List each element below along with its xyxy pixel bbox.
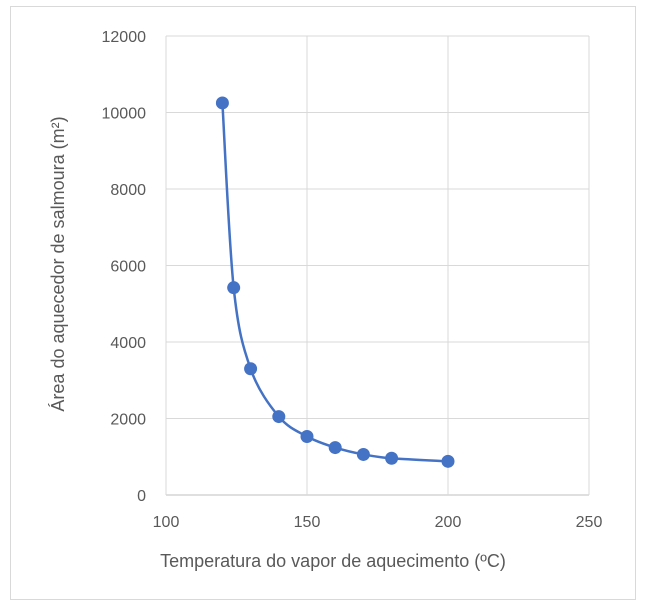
data-point (385, 451, 399, 465)
data-point (300, 429, 314, 443)
y-tick-label: 8000 (110, 182, 146, 199)
y-axis-title: Área do aquecedor de salmoura (m²) (48, 116, 68, 411)
gridlines (165, 35, 590, 496)
data-point (356, 447, 370, 461)
y-tick-label: 4000 (110, 335, 146, 352)
data-point (441, 454, 455, 468)
y-tick-label: 10000 (102, 106, 147, 123)
data-point (328, 441, 342, 455)
chart-frame (10, 6, 636, 600)
series-line (221, 102, 449, 463)
data-point (272, 410, 286, 424)
x-tick-label: 100 (153, 514, 180, 531)
x-axis-title: Temperatura do vapor de aquecimento (ºC) (160, 551, 506, 571)
y-tick-label: 0 (137, 488, 146, 505)
x-tick-label: 150 (294, 514, 321, 531)
data-point (215, 96, 229, 110)
x-tick-label: 250 (576, 514, 603, 531)
data-point (244, 362, 258, 376)
x-tick-label: 200 (435, 514, 462, 531)
data-point (227, 281, 241, 295)
y-tick-label: 6000 (110, 259, 146, 276)
x-tick-labels: 100 150 200 250 (153, 514, 603, 531)
y-tick-label: 12000 (102, 29, 147, 46)
data-points (215, 96, 455, 468)
y-tick-labels: 0 2000 4000 6000 8000 10000 12000 (102, 29, 147, 505)
y-tick-label: 2000 (110, 412, 146, 429)
